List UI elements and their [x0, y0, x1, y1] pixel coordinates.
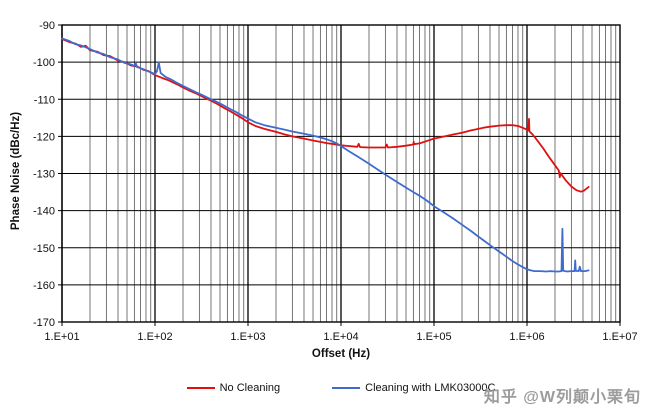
- y-tick-label: -90: [39, 20, 55, 32]
- y-tick-label: -100: [33, 57, 55, 69]
- x-tick-label: 1.E+06: [509, 331, 544, 343]
- y-tick-label: -150: [33, 243, 55, 255]
- y-tick-label: -140: [33, 206, 55, 218]
- y-tick-label: -120: [33, 131, 55, 143]
- x-tick-label: 1.E+04: [323, 331, 358, 343]
- legend-item-cleaning: Cleaning with LMK03000C: [332, 382, 495, 394]
- y-tick-label: -170: [33, 317, 55, 329]
- x-axis-title: Offset (Hz): [311, 348, 371, 360]
- x-tick-label: 1.E+02: [137, 331, 172, 343]
- red-line-swatch: [186, 387, 215, 389]
- legend-label: No Cleaning: [219, 382, 281, 394]
- legend-item-no-cleaning: No Cleaning: [186, 382, 281, 394]
- y-tick-label: -160: [33, 280, 55, 292]
- blue-line-swatch: [332, 387, 361, 389]
- zhihu-watermark: 知乎 @W列颠小栗旬: [483, 389, 641, 406]
- y-tick-label: -130: [33, 169, 55, 181]
- axis-ticks: 1.E+01 1.E+02 1.E+03 1.E+04 1.E+05 1.E+06 1.E+…: [33, 20, 638, 343]
- gridlines: [61, 24, 620, 323]
- x-tick-label: 1.E+03: [230, 331, 265, 343]
- series-line-1: [61, 37, 590, 273]
- y-tick-label: -110: [34, 94, 55, 106]
- x-tick-label: 1.E+01: [44, 331, 79, 343]
- legend: No Cleaning Cleaning with LMK03000C: [62, 382, 620, 394]
- x-tick-label: 1.E+05: [416, 331, 451, 343]
- y-axis-title: Phase Noise (dBc/Hz): [10, 111, 22, 231]
- legend-label: Cleaning with LMK03000C: [365, 382, 496, 394]
- x-tick-label: 1.E+07: [602, 331, 637, 343]
